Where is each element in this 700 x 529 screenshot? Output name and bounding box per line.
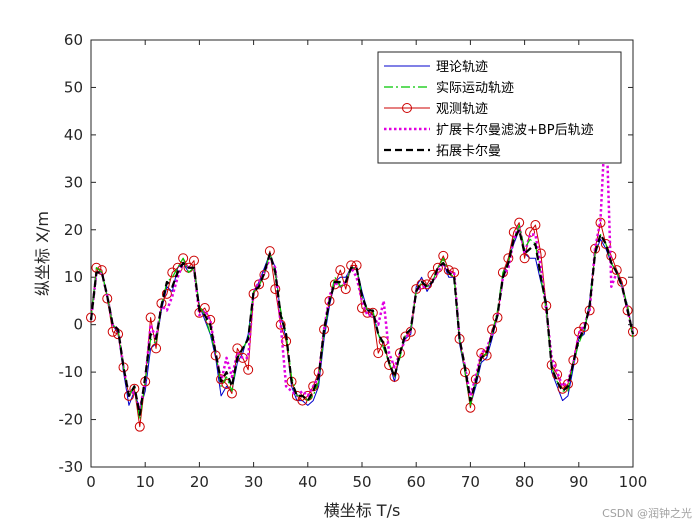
observation-point <box>324 295 335 306</box>
observation-point <box>308 381 319 392</box>
x-tick-label: 10 <box>136 473 155 491</box>
legend-label-2: 观测轨迹 <box>436 102 488 117</box>
observation-point <box>275 319 286 330</box>
y-tick-label: 10 <box>64 268 83 286</box>
observation-point <box>600 239 611 250</box>
legend-label-0: 理论轨迹 <box>436 60 488 75</box>
observation-point <box>373 348 384 359</box>
y-tick-label: 40 <box>64 126 83 144</box>
series-line-3 <box>89 109 635 412</box>
y-tick-label: 0 <box>73 316 83 334</box>
y-tick-label: 60 <box>64 31 83 49</box>
observation-point <box>438 250 449 261</box>
observation-point <box>416 279 427 290</box>
x-tick-label: 50 <box>352 473 371 491</box>
observation-point <box>362 307 373 318</box>
legend-label-4: 拓展卡尔曼 <box>436 144 501 159</box>
observation-point <box>519 253 530 264</box>
observation-point <box>422 279 433 290</box>
observation-point <box>443 265 454 276</box>
observation-point <box>432 262 443 273</box>
observation-point <box>530 220 541 231</box>
observation-point <box>151 343 162 354</box>
x-tick-label: 100 <box>619 473 648 491</box>
observation-point <box>188 255 199 266</box>
watermark: CSDN @润钟之光 <box>602 507 692 520</box>
series-line-4 <box>89 228 635 416</box>
legend-marker <box>402 103 412 113</box>
observation-point <box>492 312 503 323</box>
y-tick-label: 20 <box>64 221 83 239</box>
y-tick-label: -30 <box>59 458 84 476</box>
observation-point <box>134 421 145 432</box>
y-tick-label: -10 <box>59 363 84 381</box>
observation-point <box>270 284 281 295</box>
y-tick-label: -20 <box>59 411 84 429</box>
observation-point <box>161 288 172 299</box>
x-tick-label: 30 <box>244 473 263 491</box>
x-tick-label: 90 <box>569 473 588 491</box>
x-tick-label: 80 <box>515 473 534 491</box>
x-tick-label: 60 <box>407 473 426 491</box>
observation-point <box>340 284 351 295</box>
legend-label-1: 实际运动轨迹 <box>436 81 514 96</box>
x-tick-label: 40 <box>298 473 317 491</box>
observation-point <box>145 312 156 323</box>
observation-point <box>611 265 622 276</box>
x-axis-label: 横坐标 T/s <box>324 501 401 520</box>
observation-point <box>243 364 254 375</box>
x-tick-label: 70 <box>461 473 480 491</box>
x-tick-label: 20 <box>190 473 209 491</box>
y-axis-label: 纵坐标 X/m <box>33 211 52 296</box>
observation-point <box>595 217 606 228</box>
observation-point <box>199 303 210 314</box>
observation-point <box>259 269 270 280</box>
legend-label-3: 扩展卡尔曼滤波+BP后轨迹 <box>436 123 594 138</box>
x-tick-label: 0 <box>86 473 96 491</box>
y-tick-label: 30 <box>64 173 83 191</box>
observation-point <box>335 265 346 276</box>
y-tick-label: 50 <box>64 78 83 96</box>
